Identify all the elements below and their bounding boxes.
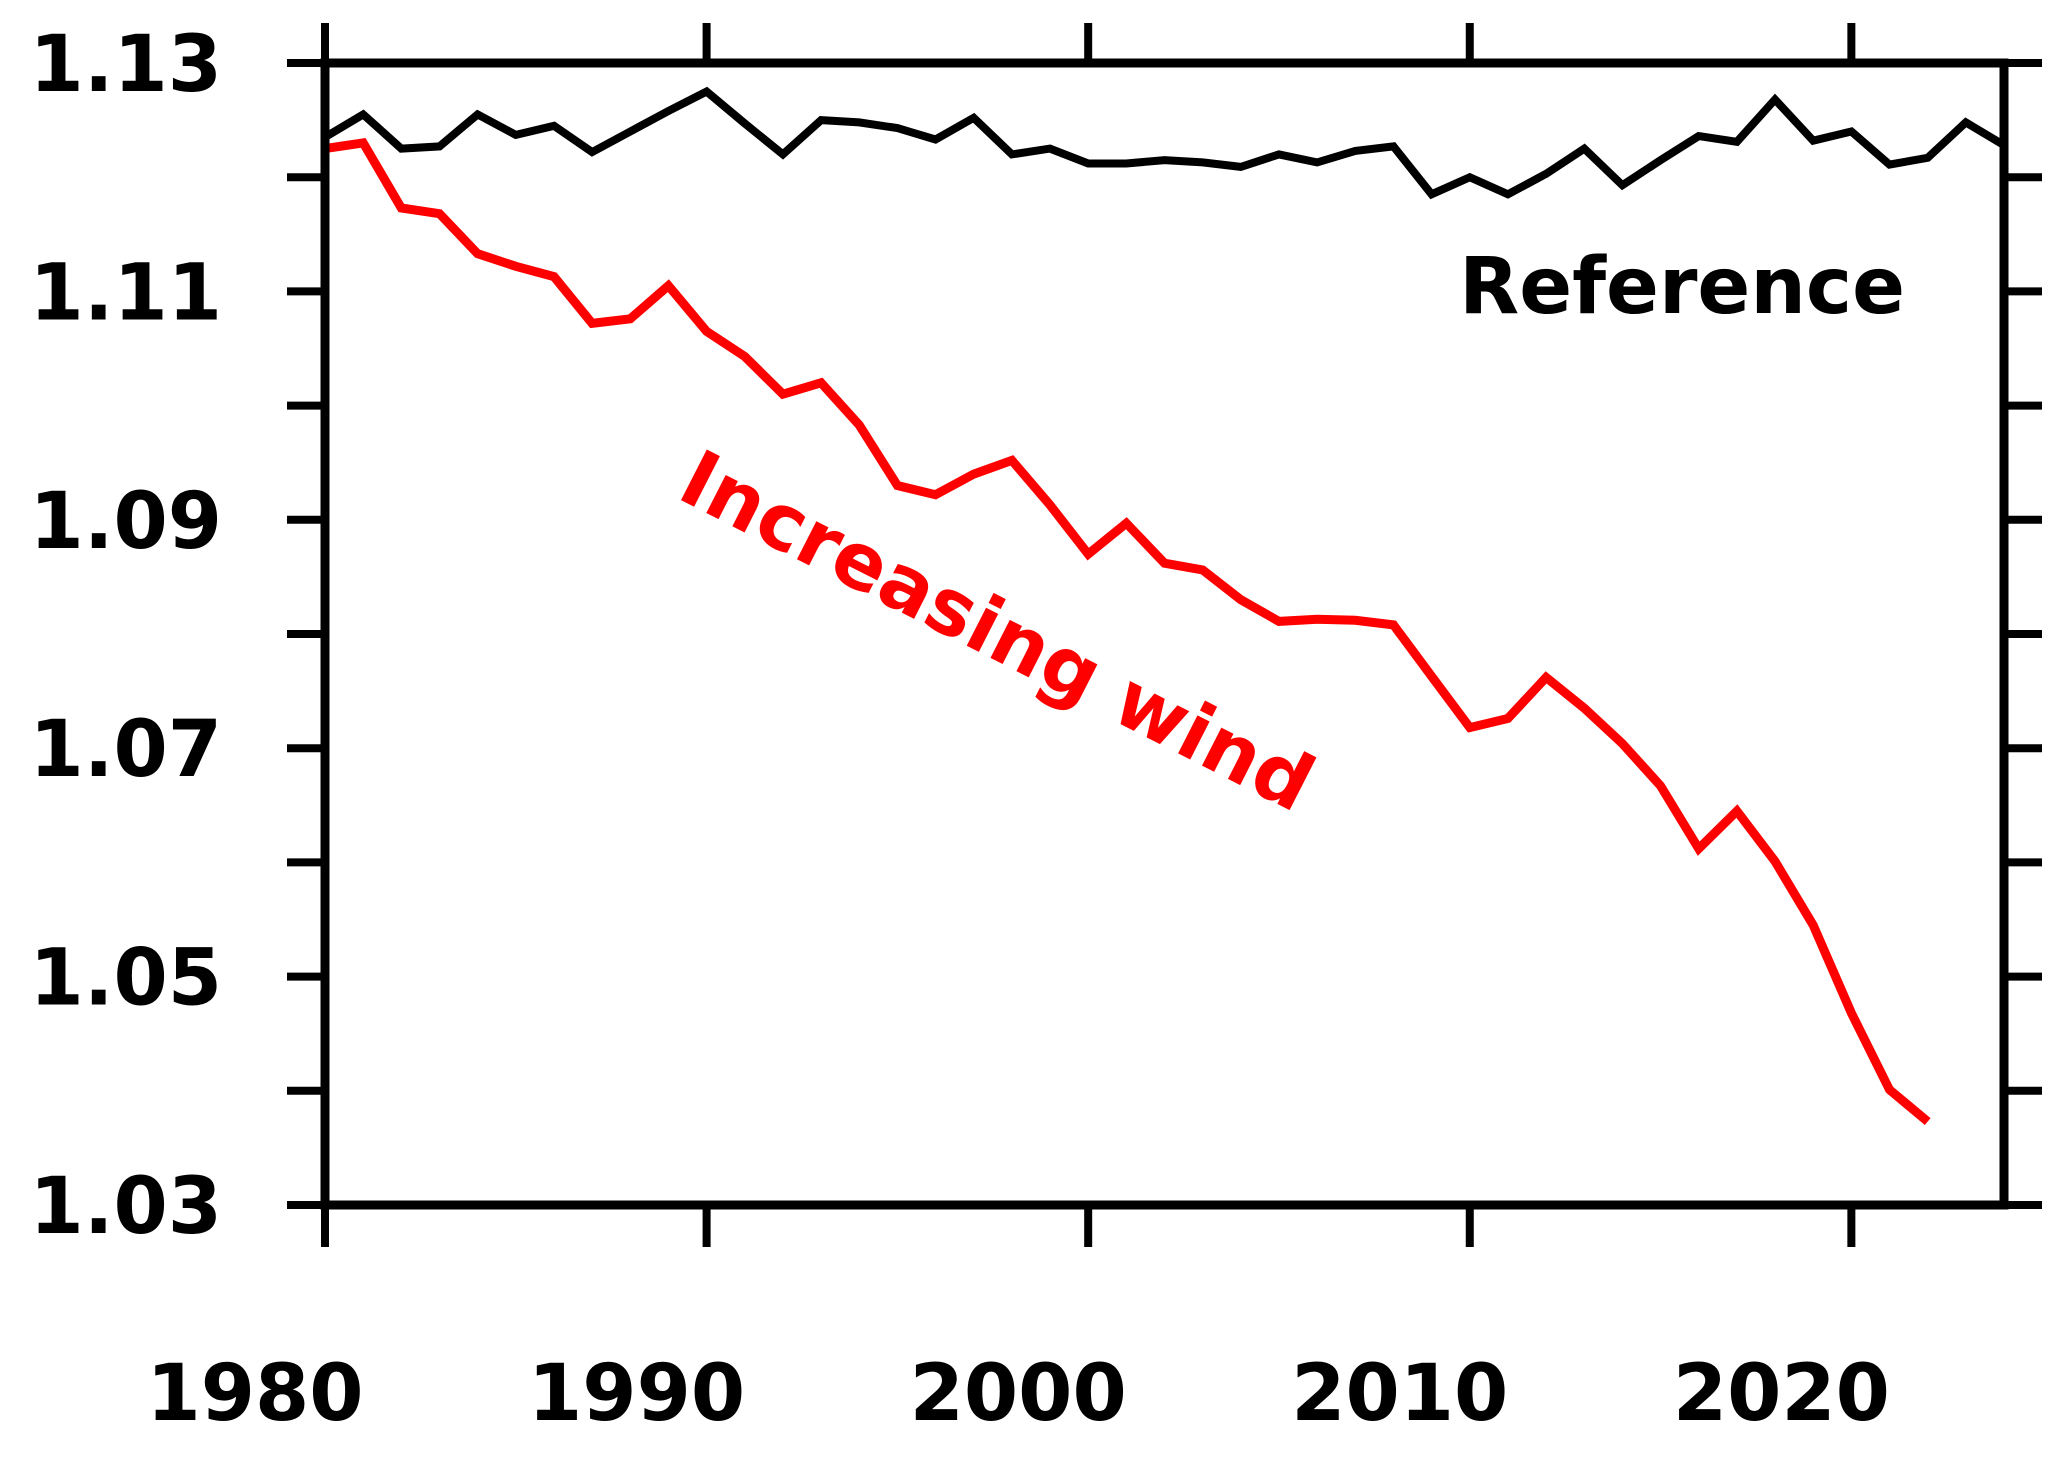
x-tick-label: 2010 <box>1291 1349 1508 1439</box>
plot-frame <box>320 58 2009 1210</box>
y-tick-label: 1.03 <box>30 1162 222 1252</box>
increasing-wind-series-line <box>324 138 1931 1126</box>
y-tick-label: 1.05 <box>30 934 222 1024</box>
y-tick-label: 1.07 <box>30 705 222 795</box>
y-tick-label: 1.09 <box>30 477 222 567</box>
series-lines <box>322 86 2007 1126</box>
x-tick-label: 1980 <box>146 1349 363 1439</box>
reference-series-label: Reference <box>1459 242 1905 332</box>
y-tick-label: 1.11 <box>30 248 222 338</box>
increasing-wind-series-label: Increasing wind <box>666 434 1328 830</box>
x-tick-label: 2000 <box>910 1349 1127 1439</box>
x-tick-label: 1990 <box>528 1349 745 1439</box>
axis-ticks <box>287 23 2042 1247</box>
y-tick-label: 1.13 <box>30 20 222 110</box>
tick-labels: 1.03 1.05 1.07 1.09 1.11 1.13 1980 1990 2000 2010… <box>30 20 1890 1439</box>
reference-series-line <box>322 86 2007 200</box>
x-tick-label: 2020 <box>1673 1349 1890 1439</box>
